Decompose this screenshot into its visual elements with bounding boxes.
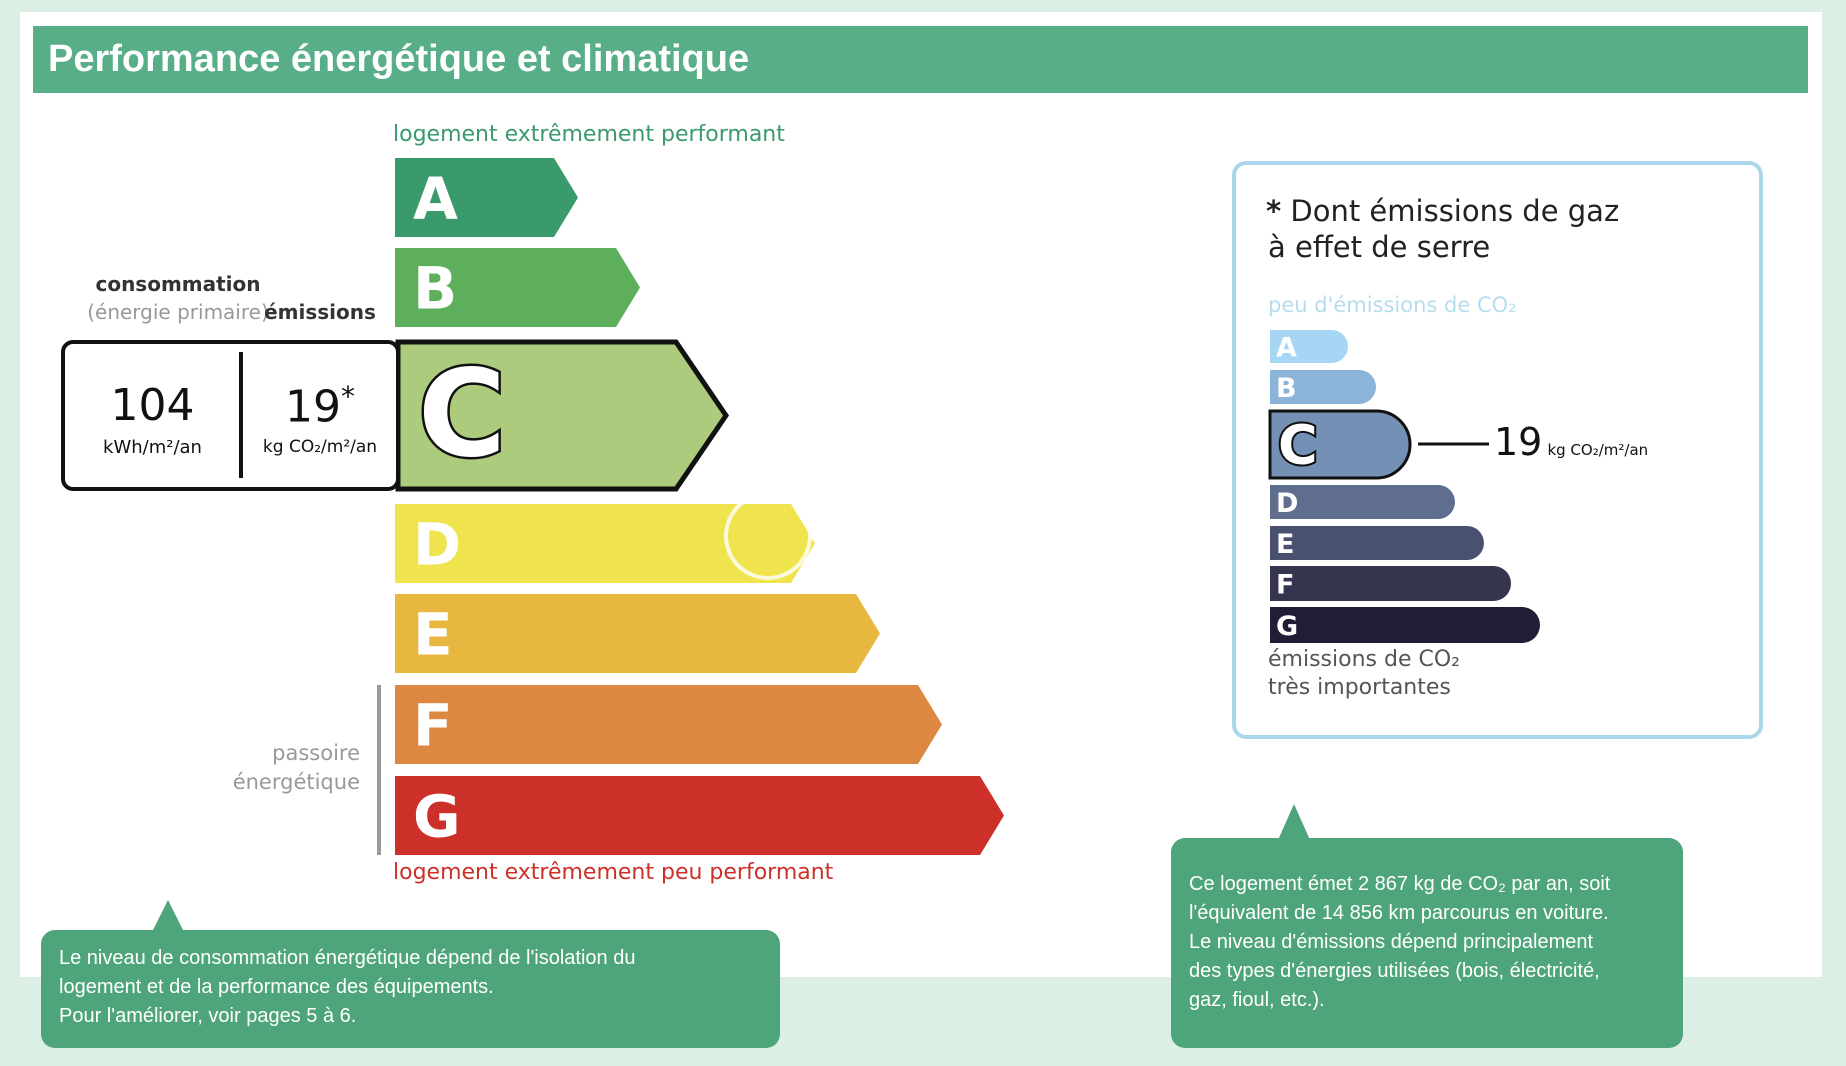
energy-class-bar-b — [395, 248, 640, 327]
callout-right-line: Ce logement émet 2 867 kg de CO₂ par an,… — [1189, 873, 1611, 895]
ghg-class-letter: E — [1276, 529, 1294, 560]
consumption-unit: kWh/m²/an — [103, 437, 202, 458]
page-title: Performance énergétique et climatique — [48, 38, 750, 80]
energy-class-letter: E — [413, 601, 453, 669]
passoire-bracket — [377, 685, 381, 855]
energy-class-letter: C — [418, 346, 506, 485]
ghg-bottom-label-1: émissions de CO₂ — [1268, 647, 1460, 672]
ghg-class-bar-d — [1270, 485, 1455, 519]
energy-class-bar-g — [395, 776, 1004, 855]
energy-top-label: logement extrêmement performant — [393, 122, 785, 147]
energy-class-letter: A — [413, 165, 458, 233]
emissions-unit: kg CO₂/m²/an — [262, 437, 378, 457]
emissions-asterisk: * — [341, 380, 355, 413]
ghg-class-letter: C — [1278, 414, 1318, 477]
callout-right-line: gaz, fioul, etc.). — [1189, 989, 1325, 1011]
ghg-class-bar-e — [1270, 526, 1484, 560]
passoire-label-1: passoire — [272, 741, 360, 765]
ghg-class-bar-g — [1270, 607, 1540, 643]
callout-left: Le niveau de consommation énergétique dé… — [41, 930, 780, 1048]
ghg-value: 19 kg CO₂/m²/an — [1494, 420, 1648, 464]
ghg-class-letter: B — [1276, 373, 1297, 404]
energy-class-letter: G — [413, 783, 461, 851]
ghg-bottom-label-2: très importantes — [1268, 675, 1451, 700]
energy-class-letter: B — [413, 255, 457, 323]
ghg-class-letter: A — [1276, 333, 1297, 364]
energy-class-letter: D — [413, 511, 461, 579]
consumption-sublabel: (énergie primaire) — [87, 300, 269, 324]
callout-right-line: l'équivalent de 14 856 km parcourus en v… — [1189, 902, 1609, 924]
header-bar — [33, 26, 1808, 93]
ghg-value-unit: kg CO₂/m²/an — [1547, 441, 1649, 459]
callout-right: Ce logement émet 2 867 kg de CO₂ par an,… — [1171, 838, 1683, 1048]
callout-left-line: logement et de la performance des équipe… — [59, 976, 494, 998]
ghg-class-bar-f — [1270, 566, 1511, 601]
emissions-label: émissions — [264, 300, 376, 324]
energy-value-box — [61, 340, 400, 491]
ghg-asterisk: * — [1266, 194, 1282, 228]
ghg-class-letter: D — [1276, 488, 1298, 519]
consumption-value: 104 — [110, 380, 195, 431]
energy-class-letter: F — [413, 692, 453, 760]
callout-left-pointer — [152, 900, 184, 932]
ghg-value-number: 19 — [1494, 420, 1543, 464]
energy-bottom-label: logement extrêmement peu performant — [393, 860, 834, 885]
energy-class-bar-d — [395, 504, 815, 583]
callout-right-line: des types d'énergies utilisées (bois, él… — [1189, 960, 1600, 982]
energy-class-bar-e — [395, 594, 880, 673]
energy-class-bar-f — [395, 685, 942, 764]
callout-left-line: Pour l'améliorer, voir pages 5 à 6. — [59, 1005, 357, 1027]
passoire-label-2: énergétique — [232, 770, 360, 794]
callout-right-pointer — [1278, 804, 1310, 840]
ghg-class-bar-c — [1268, 409, 1412, 480]
callout-left-line: Le niveau de consommation énergétique dé… — [59, 947, 636, 969]
ghg-title-text: Dont émissions de gaz — [1290, 194, 1620, 228]
ghg-title-2: à effet de serre — [1268, 230, 1491, 264]
watermark-logo — [724, 492, 812, 580]
ghg-top-label: peu d'émissions de CO₂ — [1268, 293, 1517, 317]
ghg-class-letter: G — [1276, 611, 1298, 642]
ghg-class-letter: F — [1276, 570, 1294, 601]
energy-class-bar-a — [395, 158, 578, 237]
emissions-number: 19 — [285, 381, 341, 433]
ghg-class-bar-a — [1270, 330, 1349, 363]
emissions-value: 19* — [245, 380, 395, 433]
callout-right-line: Le niveau d'émissions dépend principalem… — [1189, 931, 1594, 953]
consumption-label: consommation — [95, 272, 261, 296]
ghg-class-bar-b — [1270, 370, 1376, 404]
ghg-title-1: * Dont émissions de gaz — [1266, 194, 1619, 228]
ghg-panel — [1232, 161, 1763, 739]
